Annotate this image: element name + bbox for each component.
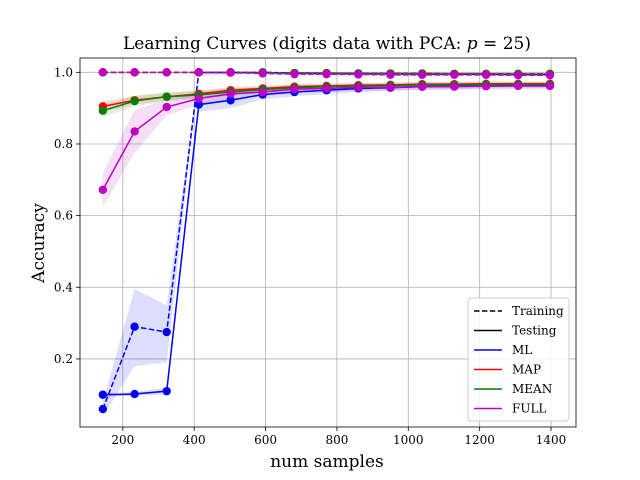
full-training-point	[386, 70, 395, 80]
full-training-point	[130, 68, 139, 77]
ml-testing-point	[162, 386, 171, 396]
full-testing-point	[481, 82, 491, 91]
y-tick-label: 1.0	[54, 65, 73, 79]
full-testing-point	[130, 127, 139, 136]
x-tick-label: 1200	[464, 433, 495, 447]
ml-testing-point	[226, 96, 235, 105]
full-training-point	[418, 70, 427, 80]
full-testing-point	[322, 84, 331, 93]
mean-testing-band	[102, 82, 550, 118]
legend-label: Training	[512, 304, 564, 318]
full-testing-point	[258, 87, 267, 97]
axis-ticks: 200 400 600 800 1000 1200 1400 0.2 0.4 0.6 0.8 1.0	[54, 65, 566, 447]
legend-label: Testing	[512, 324, 557, 338]
full-training-point	[545, 70, 555, 80]
full-training-point	[290, 69, 299, 79]
full-testing-point	[194, 94, 204, 103]
mean-testing-point	[130, 96, 139, 106]
y-tick-label: 0.8	[54, 137, 73, 151]
y-axis-label: Accuracy	[29, 203, 49, 284]
full-testing-point	[162, 102, 171, 112]
full-training-point	[481, 70, 491, 80]
x-tick-label: 1400	[536, 433, 567, 447]
full-training-point	[162, 68, 171, 77]
ml-training-point	[162, 327, 171, 337]
full-testing-point	[98, 185, 108, 195]
legend: Training Testing ML MAP MEAN FULL	[467, 297, 570, 422]
legend-label: FULL	[512, 402, 546, 416]
full-training-point	[226, 68, 235, 77]
full-testing-point	[290, 84, 299, 94]
ml-training-point	[98, 404, 108, 414]
ml-testing-point	[98, 390, 108, 399]
chart-title: Learning Curves (digits data with PCA: p…	[123, 34, 531, 54]
full-training-point	[322, 69, 331, 79]
ml-training-point	[130, 322, 139, 331]
full-testing-point	[386, 83, 395, 92]
ml-testing-point	[194, 100, 204, 109]
x-tick-label: 200	[111, 433, 134, 447]
full-training-point	[258, 69, 267, 78]
map-testing-band	[102, 81, 550, 112]
legend-label: ML	[512, 343, 532, 357]
full-training-point	[354, 70, 363, 79]
mean-testing-point	[98, 106, 108, 115]
full-testing-point	[226, 89, 235, 99]
series-markers	[98, 68, 555, 414]
legend-label: MEAN	[512, 382, 552, 396]
full-testing-point	[418, 82, 427, 91]
full-training-point	[194, 68, 204, 77]
x-tick-label: 400	[183, 433, 206, 447]
x-axis-label: num samples	[270, 452, 384, 472]
full-testing-point	[545, 81, 555, 91]
full-training-point	[513, 70, 523, 80]
full-testing-point	[354, 83, 363, 92]
full-training-point	[450, 70, 459, 80]
legend-label: MAP	[512, 363, 541, 377]
ml-testing-point	[130, 389, 139, 399]
full-testing-point	[513, 81, 523, 91]
full-testing-point	[450, 82, 459, 91]
x-tick-label: 1000	[393, 433, 424, 447]
mean-testing-point	[162, 92, 171, 101]
full-training-point	[98, 68, 108, 77]
x-tick-label: 600	[254, 433, 277, 447]
x-tick-label: 800	[325, 433, 348, 447]
legend-box	[467, 297, 570, 422]
y-tick-label: 0.4	[54, 280, 73, 294]
plot-frame	[79, 57, 577, 428]
full-testing-band	[102, 82, 550, 207]
y-tick-label: 0.2	[54, 352, 73, 366]
y-tick-label: 0.6	[54, 209, 73, 223]
